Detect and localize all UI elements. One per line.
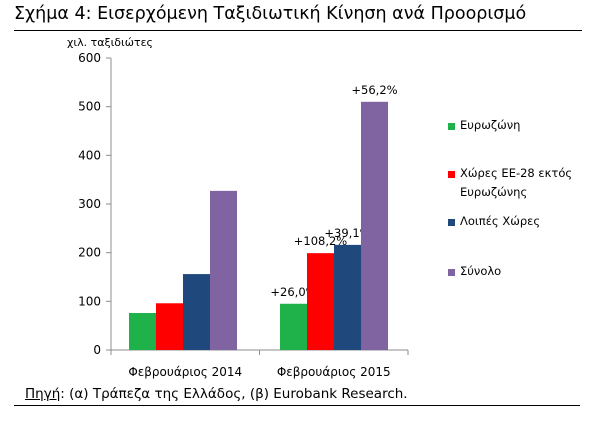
legend-label: Ευρωζώνη xyxy=(460,118,521,132)
data-label: +56,2% xyxy=(351,83,397,97)
source-note: Πηγή: (α) Τράπεζα της Ελλάδος, (β) Eurob… xyxy=(25,386,408,402)
bar-0-1 xyxy=(280,303,307,350)
title-underline xyxy=(14,30,582,31)
y-tick-label: 500 xyxy=(78,100,101,114)
bar-1-1 xyxy=(307,253,334,350)
x-tick-label: Φεβρουάριος 2014 xyxy=(128,365,242,379)
y-tick-label: 300 xyxy=(78,197,101,211)
data-label: +39,1% xyxy=(324,226,370,240)
y-tick-label: 100 xyxy=(78,294,101,308)
y-tick-label: 0 xyxy=(93,343,101,357)
bar-2-1 xyxy=(334,244,361,350)
bar-2-0 xyxy=(183,274,210,350)
bar-1-0 xyxy=(156,303,183,350)
y-tick-label: 200 xyxy=(78,246,101,260)
y-tick-label: 600 xyxy=(78,51,101,65)
legend-swatch xyxy=(448,123,455,130)
figure-title: Σχήμα 4: Εισερχόμενη Ταξιδιωτική Κίνηση … xyxy=(14,4,527,24)
y-axis-label: χιλ. ταξιδιώτες xyxy=(67,36,153,49)
bar-0-0 xyxy=(129,313,156,350)
data-label: +108,2% xyxy=(294,234,348,248)
legend-label: Σύνολο xyxy=(460,264,502,278)
bar-3-0 xyxy=(210,190,237,350)
legend-swatch xyxy=(448,219,455,226)
legend-swatch xyxy=(448,269,455,276)
source-text: : (α) Τράπεζα της Ελλάδος, (β) Eurobank … xyxy=(60,386,408,402)
legend-label: Λοιπές Χώρες xyxy=(460,214,541,228)
source-prefix: Πηγή xyxy=(25,386,61,402)
y-tick-label: 400 xyxy=(78,148,101,162)
bar-3-1 xyxy=(361,101,388,350)
data-label: +26,0% xyxy=(270,285,316,299)
source-underline xyxy=(14,405,580,406)
legend-swatch xyxy=(448,171,455,178)
x-tick-label: Φεβρουάριος 2015 xyxy=(277,365,391,379)
legend-label: Χώρες ΕΕ-28 εκτός Ευρωζώνης xyxy=(460,166,573,199)
